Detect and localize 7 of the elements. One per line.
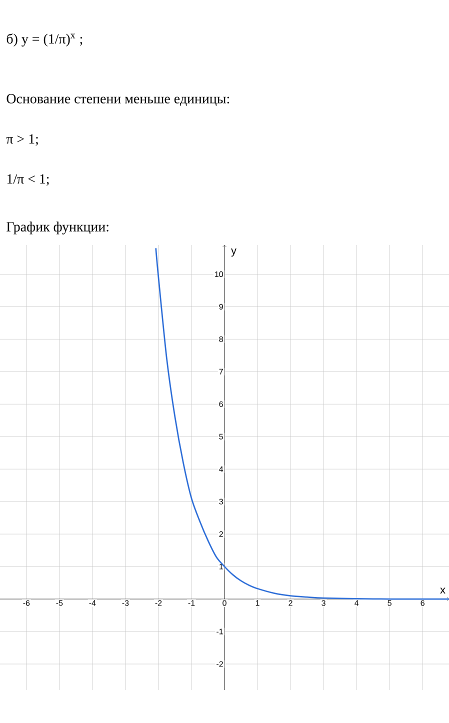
text: π > 1; — [6, 134, 38, 146]
x-axis-title: x — [440, 588, 446, 594]
text: Основание степени меньше единицы: — [6, 94, 229, 106]
text: График функции: — [6, 222, 108, 234]
text: 1/π < 1; — [7, 174, 49, 186]
y-axis-title: y — [231, 248, 236, 257]
text: б) y = (1/π)$^{x}$ ; — [6, 34, 82, 46]
